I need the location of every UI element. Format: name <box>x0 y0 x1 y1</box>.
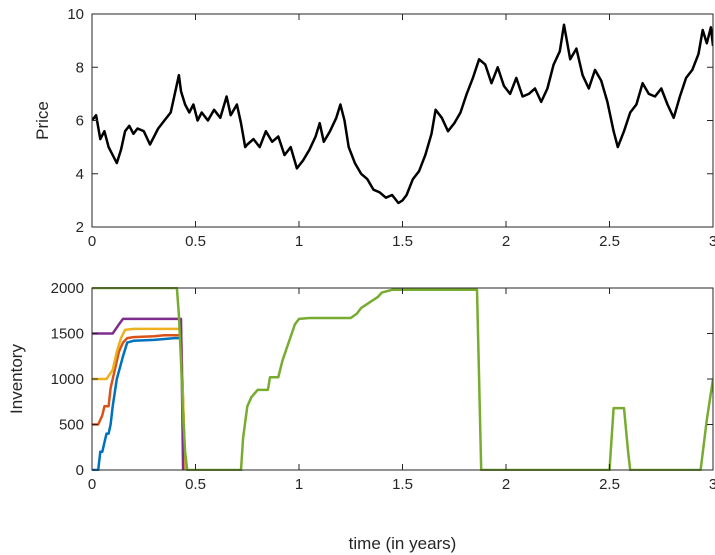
inventory-series-line-4 <box>92 317 185 471</box>
inventory-x-axis-label: time (in years) <box>349 534 457 553</box>
price-y-tick-label: 6 <box>76 113 84 130</box>
price-x-tick-label: 2.5 <box>599 233 620 250</box>
inventory-x-tick-label: 3 <box>709 476 715 493</box>
inventory-x-tick-label: 2.5 <box>599 476 620 493</box>
inventory-x-tick-label: 0.5 <box>185 476 206 493</box>
price-axes-box <box>91 13 714 228</box>
inventory-x-tick-label: 2 <box>502 476 510 493</box>
price-y-ticks: 2 4 6 8 10 <box>67 6 713 236</box>
price-x-tick-label: 1 <box>295 233 303 250</box>
inventory-y-tick-label: 500 <box>59 417 84 434</box>
inventory-x-tick-label: 1 <box>295 476 303 493</box>
price-x-ticks: 0 0.5 1 1.5 2 2.5 3 <box>88 14 715 250</box>
inventory-y-tick-label: 1500 <box>51 326 84 343</box>
inventory-y-axis-label: Inventory <box>7 344 26 414</box>
price-axes: 0 0.5 1 1.5 2 2.5 3 2 4 6 8 10 Price <box>33 6 715 250</box>
inventory-series-line-5 <box>92 287 713 471</box>
price-x-tick-label: 3 <box>709 233 715 250</box>
inventory-y-tick-label: 2000 <box>51 280 84 297</box>
inventory-series-line-2 <box>92 334 187 471</box>
inventory-x-ticks: 0 0.5 1 1.5 2 2.5 3 <box>88 288 715 493</box>
inventory-y-tick-label: 1000 <box>51 371 84 388</box>
inventory-axes: 0 0.5 1 1.5 2 2.5 3 0 500 1000 1500 2000 Inventory… <box>7 280 715 553</box>
inventory-y-ticks: 0 500 1000 1500 2000 <box>51 280 713 479</box>
price-x-tick-label: 0.5 <box>185 233 206 250</box>
price-plot-area <box>92 23 713 205</box>
price-y-tick-label: 8 <box>76 59 84 76</box>
price-x-tick-label: 2 <box>502 233 510 250</box>
inventory-x-tick-label: 1.5 <box>392 476 413 493</box>
inventory-x-tick-label: 0 <box>88 476 96 493</box>
price-y-tick-label: 2 <box>76 219 84 236</box>
price-y-axis-label: Price <box>33 101 52 140</box>
inventory-y-tick-label: 0 <box>76 462 84 479</box>
price-y-tick-label: 10 <box>67 6 84 23</box>
price-series-line-1 <box>92 23 713 205</box>
inventory-plot-area <box>92 287 713 471</box>
price-x-tick-label: 1.5 <box>392 233 413 250</box>
inventory-series-line-1 <box>92 336 187 471</box>
inventory-series-line-3 <box>92 327 187 471</box>
price-y-tick-label: 4 <box>76 166 84 183</box>
price-x-tick-label: 0 <box>88 233 96 250</box>
